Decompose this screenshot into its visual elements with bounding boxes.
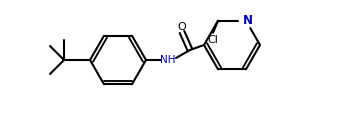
Text: N: N	[243, 14, 253, 27]
Text: NH: NH	[160, 55, 176, 65]
Text: Cl: Cl	[208, 35, 218, 45]
Text: O: O	[177, 22, 186, 32]
